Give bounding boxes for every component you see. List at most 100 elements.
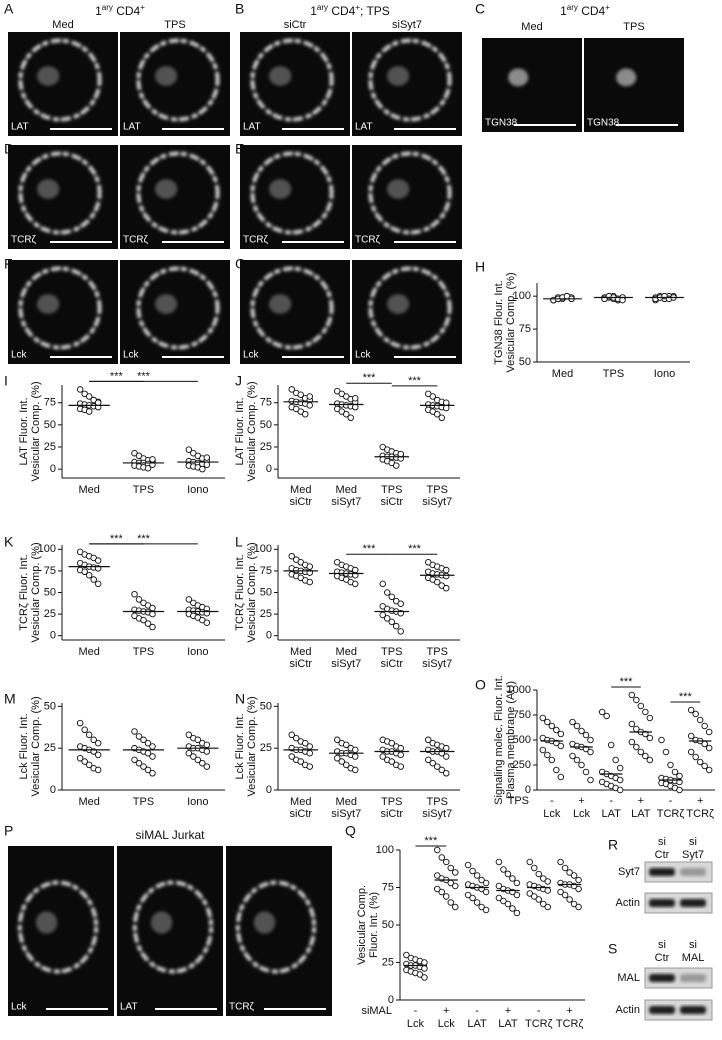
data-point bbox=[144, 620, 152, 627]
data-point bbox=[687, 748, 695, 756]
data-point bbox=[473, 872, 481, 879]
data-point bbox=[705, 728, 713, 736]
y-tick-label: 75 bbox=[260, 565, 272, 577]
x-tick-label: Med bbox=[78, 796, 99, 808]
data-point bbox=[616, 786, 624, 794]
data-point bbox=[642, 730, 649, 738]
data-point bbox=[469, 894, 476, 902]
data-point bbox=[81, 726, 88, 734]
data-point bbox=[582, 731, 590, 739]
data-point bbox=[76, 719, 84, 727]
y-tick-label: 0 bbox=[266, 784, 272, 796]
treatment-sign: - bbox=[537, 1005, 541, 1017]
x-tick-label: Lck bbox=[543, 808, 561, 820]
data-point bbox=[539, 714, 547, 722]
x-tick-label: Med bbox=[78, 484, 99, 496]
data-point bbox=[288, 552, 296, 560]
y-axis-label: Signaling molec. Fluor. Int. bbox=[493, 675, 505, 805]
cell-membrane bbox=[250, 266, 334, 350]
data-point bbox=[553, 766, 560, 774]
y-axis-label: TCRζ Fluor. Int. bbox=[234, 554, 246, 630]
data-point bbox=[343, 410, 350, 418]
data-point bbox=[149, 623, 156, 631]
data-point bbox=[397, 450, 405, 458]
data-point bbox=[553, 726, 560, 734]
data-point bbox=[149, 456, 156, 463]
data-point bbox=[131, 590, 138, 598]
panel-letter: C bbox=[475, 1, 485, 17]
significance-label: *** bbox=[110, 533, 124, 545]
data-point bbox=[429, 393, 437, 400]
data-point bbox=[81, 758, 88, 765]
data-point bbox=[306, 743, 314, 750]
data-point bbox=[464, 891, 472, 899]
x-tick-sublabel: siSyt7 bbox=[331, 496, 361, 508]
data-point bbox=[393, 622, 400, 630]
image-label: LAT bbox=[120, 1002, 138, 1013]
data-point bbox=[443, 858, 450, 866]
treatment-sign: - bbox=[609, 795, 613, 807]
x-tick-label: Iono bbox=[187, 796, 208, 808]
x-tick-label: Med bbox=[336, 646, 357, 658]
significance-label: *** bbox=[137, 533, 151, 545]
lane-label: Syt7 bbox=[682, 849, 704, 861]
panel-header: siMAL Jurkat bbox=[136, 828, 206, 842]
data-point bbox=[557, 858, 564, 866]
y-tick-label: 75 bbox=[44, 397, 56, 409]
data-point bbox=[535, 870, 543, 878]
significance-label: *** bbox=[137, 370, 151, 382]
vesicles bbox=[35, 911, 58, 934]
data-point bbox=[85, 571, 93, 579]
x-tick-label: Med bbox=[336, 484, 357, 496]
data-point bbox=[149, 753, 156, 760]
band bbox=[649, 974, 675, 982]
treatment-sign: + bbox=[578, 795, 584, 807]
x-tick-label: Med bbox=[290, 646, 311, 658]
lane-label: Ctr bbox=[655, 849, 670, 861]
vesicles bbox=[387, 66, 410, 86]
data-point bbox=[131, 728, 138, 735]
treatment-sign: + bbox=[505, 1005, 511, 1017]
data-point bbox=[553, 739, 560, 747]
x-tick-label: TPS bbox=[133, 484, 154, 496]
y-axis-label: TGN38 Flour. Int. bbox=[493, 280, 505, 364]
data-point bbox=[81, 568, 88, 576]
x-tick-label: LAT bbox=[631, 808, 651, 820]
data-point bbox=[582, 745, 590, 753]
data-point bbox=[566, 896, 573, 903]
data-point bbox=[416, 971, 424, 978]
treatment-sign: - bbox=[475, 1005, 479, 1017]
data-point bbox=[473, 899, 481, 906]
vesicles bbox=[616, 68, 637, 87]
data-point bbox=[701, 762, 708, 770]
y-tick-label: 50 bbox=[260, 586, 272, 598]
x-tick-label: Lck bbox=[573, 808, 591, 820]
data-point bbox=[539, 746, 547, 754]
header-text: 1 bbox=[95, 4, 102, 18]
data-point bbox=[144, 766, 152, 774]
cell-membrane bbox=[18, 266, 102, 350]
data-point bbox=[616, 764, 624, 772]
x-tick-label: Med bbox=[336, 796, 357, 808]
data-point bbox=[388, 618, 396, 626]
data-point bbox=[544, 751, 551, 759]
band bbox=[649, 868, 675, 876]
data-point bbox=[478, 876, 485, 884]
header-text: CD4 bbox=[113, 4, 141, 18]
data-point bbox=[302, 410, 309, 418]
x-tick-sublabel: siSyt7 bbox=[331, 658, 361, 670]
x-tick-label: TPS bbox=[427, 646, 448, 658]
data-point bbox=[443, 753, 450, 760]
data-point bbox=[425, 736, 432, 744]
data-point bbox=[676, 778, 683, 786]
data-point bbox=[575, 903, 582, 911]
data-point bbox=[540, 875, 547, 882]
panel-letter: R bbox=[608, 837, 618, 853]
data-point bbox=[535, 896, 543, 903]
data-point bbox=[500, 866, 507, 873]
cell-membrane bbox=[368, 266, 452, 350]
panel-letter: P bbox=[4, 823, 13, 839]
band bbox=[649, 899, 675, 907]
data-point bbox=[570, 872, 578, 879]
y-axis-label: Lck Fluor. Int. bbox=[234, 713, 246, 779]
